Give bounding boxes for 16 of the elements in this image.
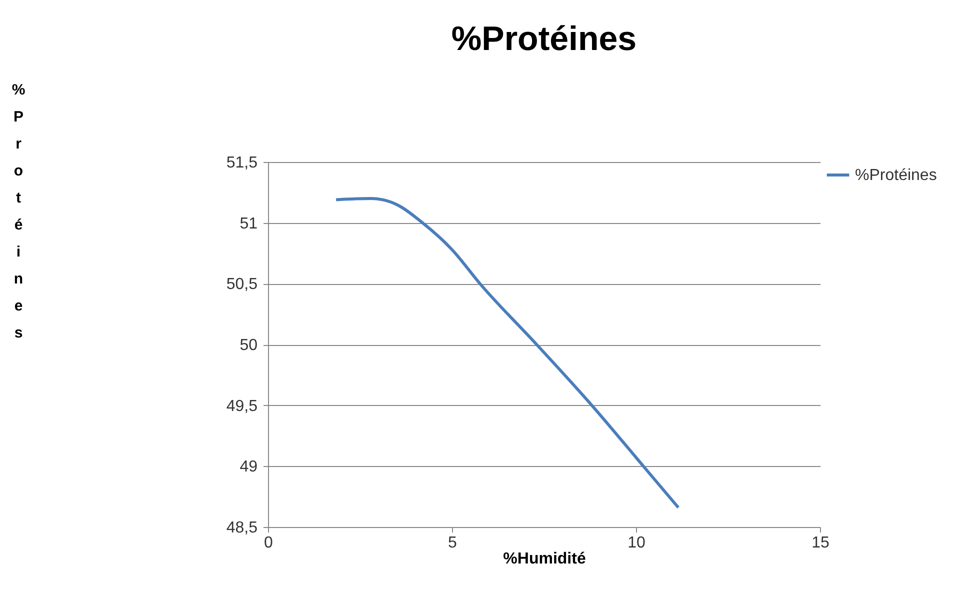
y-tick-label: 49,5 (226, 398, 258, 415)
y-tick-label: 48,5 (226, 520, 258, 536)
legend-label: %Protéines (855, 167, 937, 184)
x-tick-label: 10 (628, 534, 646, 552)
y-tick-label: 50,5 (226, 276, 258, 294)
x-axis-title: %Humidité (503, 550, 586, 568)
x-tick-label: 0 (264, 534, 274, 552)
x-tick-label: 5 (448, 534, 458, 552)
y-tick-label: 50 (240, 337, 258, 354)
chart-title: %Protéines (451, 20, 637, 58)
line-series (334, 197, 680, 510)
text: % Protéines (12, 82, 26, 342)
x-tick-label: 15 (812, 534, 830, 552)
y-tick-label: 51,5 (226, 154, 258, 172)
y-tick-label: 49 (240, 458, 258, 476)
y-tick-label: 51 (240, 215, 258, 232)
